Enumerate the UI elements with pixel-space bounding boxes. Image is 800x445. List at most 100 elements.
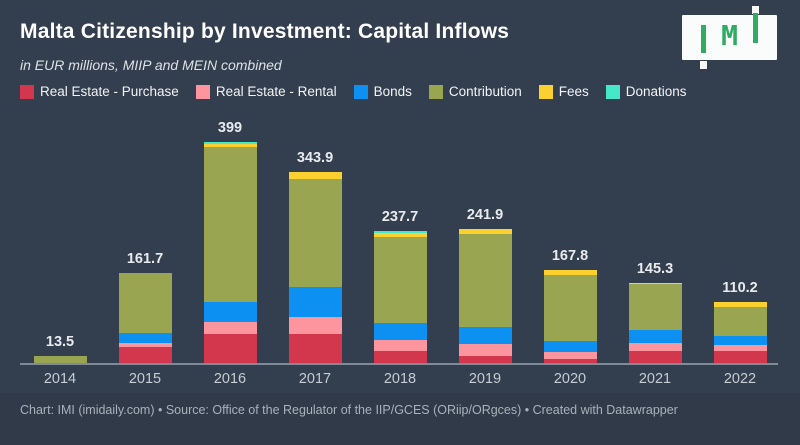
chart-subtitle: in EUR millions, MIIP and MEIN combined <box>20 57 282 73</box>
bar-segment-real-estate-purchase <box>543 359 597 363</box>
bar-total-label: 13.5 <box>45 333 75 350</box>
bar-segment-real-estate-rental <box>203 322 257 335</box>
bar-segment-real-estate-rental <box>118 342 172 347</box>
legend-label: Donations <box>625 84 687 99</box>
legend-swatch <box>605 84 620 99</box>
bar-segment-contribution <box>713 306 767 337</box>
bar-segment-bonds <box>118 333 172 343</box>
logo-wick-top <box>752 6 759 14</box>
legend-swatch <box>353 84 368 99</box>
logo-m-letter: M <box>721 19 738 52</box>
bar-segment-fees <box>288 172 342 179</box>
footer-bar: Chart: IMI (imidaily.com) • Source: Offi… <box>0 393 800 445</box>
x-axis-label-2022: 2022 <box>723 371 757 387</box>
legend-swatch <box>428 84 443 99</box>
bar-segment-real-estate-rental <box>628 343 682 351</box>
bar-segment-real-estate-purchase <box>628 350 682 363</box>
bar-segment-bonds <box>543 340 597 352</box>
bar-segment-fees <box>203 144 257 148</box>
bar-segment-real-estate-purchase <box>373 351 427 363</box>
bar-2019 <box>458 228 512 363</box>
bar-2016 <box>203 141 257 363</box>
legend-item-2: Real Estate - Rental <box>195 84 337 99</box>
bar-segment-fees <box>628 282 682 284</box>
bar-2018 <box>373 231 427 363</box>
bar-segment-fees <box>458 228 512 234</box>
bar-segment-bonds <box>713 336 767 345</box>
stacked-bar-chart: 13.5 2014 161.7 2015 399 2016 343.9 2017 237.7 20… <box>0 110 800 393</box>
legend-item-3: Bonds <box>353 84 412 99</box>
bar-segment-real-estate-purchase <box>288 333 342 363</box>
bar-segment-bonds <box>458 326 512 345</box>
bar-2020 <box>543 270 597 363</box>
legend-item-5: Fees <box>538 84 589 99</box>
bar-total-label: 145.3 <box>636 260 674 277</box>
bar-segment-contribution <box>628 283 682 331</box>
x-axis-label-2019: 2019 <box>468 371 502 387</box>
bar-segment-bonds <box>373 322 427 341</box>
legend-label: Contribution <box>448 84 522 99</box>
bar-segment-bonds <box>628 330 682 344</box>
imi-logo: M <box>682 6 777 69</box>
x-axis-line <box>20 363 778 365</box>
bar-segment-contribution <box>373 237 427 323</box>
bar-total-label: 343.9 <box>296 150 334 167</box>
legend-item-4: Contribution <box>428 84 522 99</box>
bar-segment-real-estate-purchase <box>118 346 172 363</box>
chart-title: Malta Citizenship by Investment: Capital… <box>20 20 510 43</box>
bar-segment-real-estate-purchase <box>203 334 257 363</box>
bar-segment-real-estate-rental <box>288 317 342 334</box>
bar-total-label: 167.8 <box>551 248 589 265</box>
legend-swatch <box>538 84 553 99</box>
legend-label: Real Estate - Rental <box>215 84 337 99</box>
bar-segment-contribution <box>288 178 342 288</box>
bar-segment-contribution <box>458 233 512 327</box>
bar-segment-real-estate-rental <box>543 351 597 360</box>
bar-2021 <box>628 282 682 363</box>
legend-label: Real Estate - Purchase <box>40 84 179 99</box>
bar-segment-real-estate-purchase <box>713 351 767 363</box>
bar-segment-contribution <box>203 147 257 303</box>
bar-segment-contribution <box>33 355 87 363</box>
bar-total-label: 161.7 <box>126 251 164 268</box>
bar-total-label: 399 <box>217 119 243 136</box>
x-axis-label-2018: 2018 <box>383 371 417 387</box>
x-axis-label-2017: 2017 <box>298 371 332 387</box>
chart-header: Malta Citizenship by Investment: Capital… <box>20 20 660 73</box>
bar-segment-donations <box>373 231 427 234</box>
legend-swatch <box>20 84 34 99</box>
x-axis-label-2016: 2016 <box>213 371 247 387</box>
bar-segment-real-estate-purchase <box>458 355 512 363</box>
bar-segment-real-estate-rental <box>458 344 512 356</box>
legend-item-6: Donations <box>605 84 687 99</box>
legend-swatch <box>195 84 210 99</box>
bar-segment-real-estate-rental <box>713 344 767 352</box>
bar-total-label: 110.2 <box>722 279 758 296</box>
bar-2015 <box>118 273 172 363</box>
bar-segment-donations <box>203 141 257 145</box>
x-axis-label-2020: 2020 <box>553 371 587 387</box>
bar-segment-contribution <box>118 273 172 334</box>
bar-2014 <box>33 355 87 363</box>
attribution-text: Chart: IMI (imidaily.com) • Source: Offi… <box>20 403 678 417</box>
bar-2022 <box>713 301 767 363</box>
chart-legend: Real Estate - Purchase Real Estate - Rent… <box>20 84 687 99</box>
bar-segment-bonds <box>288 287 342 318</box>
x-axis-label-2021: 2021 <box>638 371 672 387</box>
bar-segment-fees <box>373 233 427 238</box>
logo-wick-bottom <box>700 61 707 69</box>
bar-segment-real-estate-rental <box>373 340 427 352</box>
logo-i-right <box>753 13 758 43</box>
legend-label: Fees <box>558 84 589 99</box>
bar-segment-fees <box>543 270 597 275</box>
bar-segment-contribution <box>543 274 597 341</box>
bar-segment-bonds <box>203 302 257 322</box>
legend-item-1: Real Estate - Purchase <box>20 84 179 99</box>
bar-total-label: 241.9 <box>466 206 504 223</box>
x-axis-label-2015: 2015 <box>128 371 162 387</box>
logo-i-left <box>701 25 706 53</box>
legend-label: Bonds <box>373 84 412 99</box>
bar-2017 <box>288 172 342 363</box>
bar-total-label: 237.7 <box>381 209 419 226</box>
bar-segment-fees <box>713 301 767 307</box>
